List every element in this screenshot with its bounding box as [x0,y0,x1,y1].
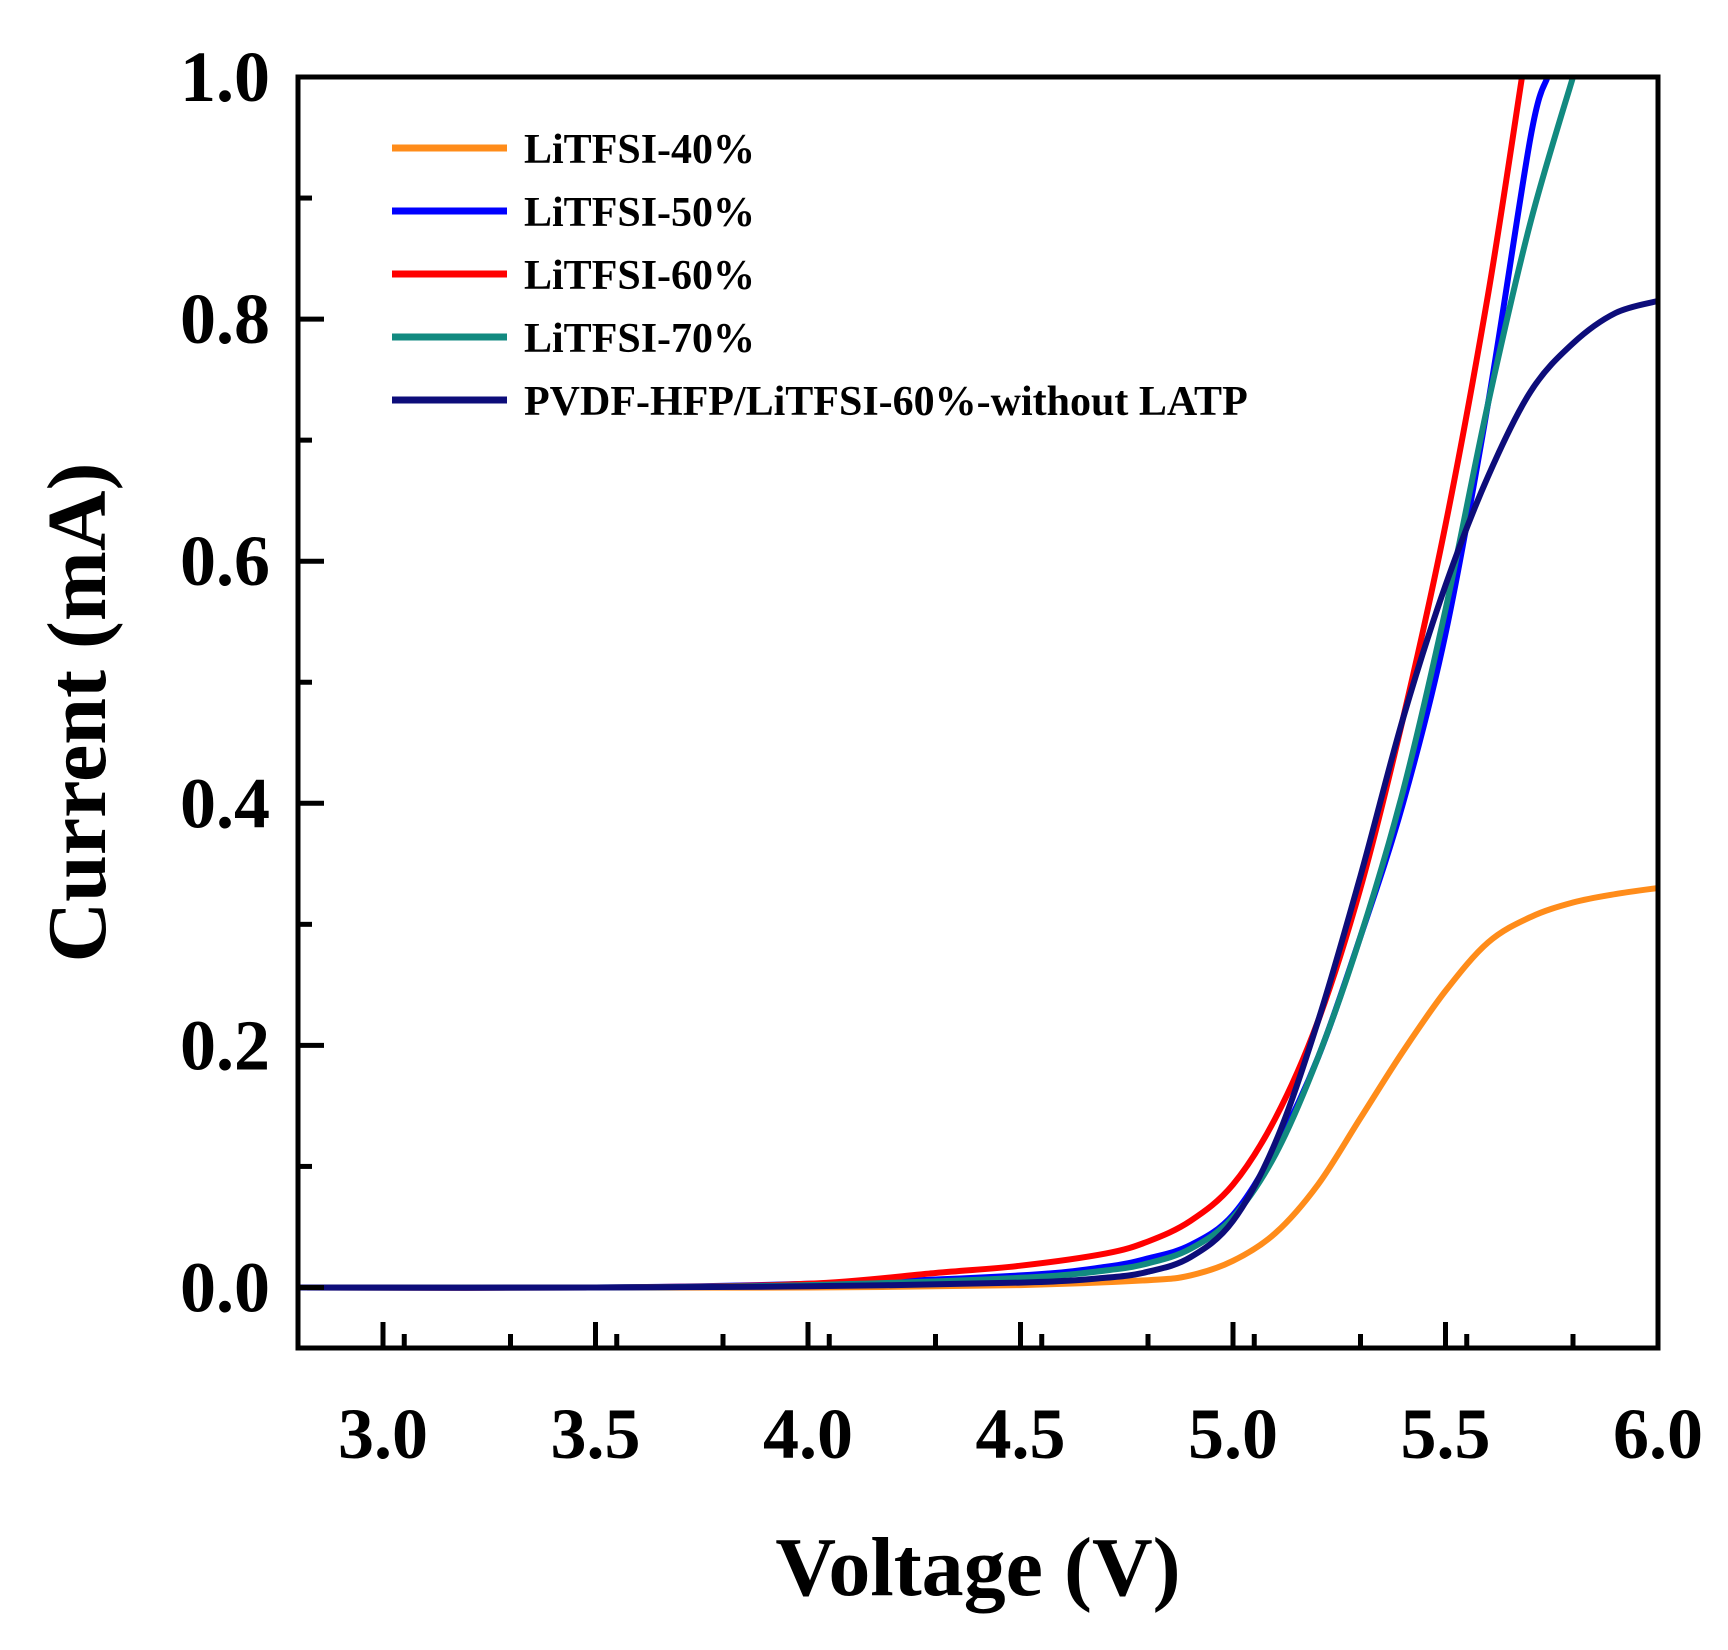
x-tick-label: 5.5 [1401,1394,1491,1474]
series-line-4 [298,77,1576,1291]
legend: LiTFSI-40% LiTFSI-50% LiTFSI-60% LiTFSI-70%… [392,127,1248,425]
y-tick-label: 0.2 [180,1005,270,1085]
x-tick-label: 6.0 [1613,1394,1703,1474]
plot-frame [295,74,1661,1351]
x-tick-label: 4.5 [976,1394,1066,1474]
y-axis: 0.0 0.2 0.4 0.6 0.8 1.0 [180,37,324,1327]
x-tick-label: 3.0 [338,1394,428,1474]
series-line-3 [298,77,1525,1291]
series-line-2 [298,77,1551,1291]
x-tick-label: 4.0 [763,1394,853,1474]
y-axis-title: Current (mA) [31,463,124,963]
legend-label-3: LiTFSI-60% [524,253,755,299]
y-tick-label: 0.0 [180,1247,270,1327]
x-tick-label: 3.5 [551,1394,641,1474]
x-tick-label: 5.0 [1188,1394,1278,1474]
legend-label-2: LiTFSI-50% [524,190,755,236]
legend-label-5: PVDF-HFP/LiTFSI-60%-without LATP [524,379,1248,425]
y-tick-label: 0.6 [180,521,270,601]
x-axis: 3.0 3.5 4.0 4.5 5.0 5.5 6.0 [295,1322,1703,1474]
legend-label-1: LiTFSI-40% [524,127,755,173]
series-line-5 [298,297,1658,1291]
series-group [298,77,1658,1291]
x-axis-title: Voltage (V) [775,1521,1180,1614]
y-tick-label: 1.0 [180,37,270,117]
series-line-1 [298,885,1658,1291]
y-tick-label: 0.8 [180,279,270,359]
y-tick-label: 0.4 [180,763,270,843]
legend-label-4: LiTFSI-70% [524,316,755,362]
